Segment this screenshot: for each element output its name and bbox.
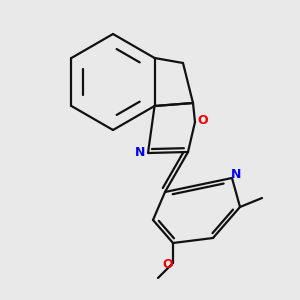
Text: O: O bbox=[198, 113, 208, 127]
Text: O: O bbox=[163, 259, 173, 272]
Text: N: N bbox=[135, 146, 145, 160]
Text: N: N bbox=[231, 167, 241, 181]
